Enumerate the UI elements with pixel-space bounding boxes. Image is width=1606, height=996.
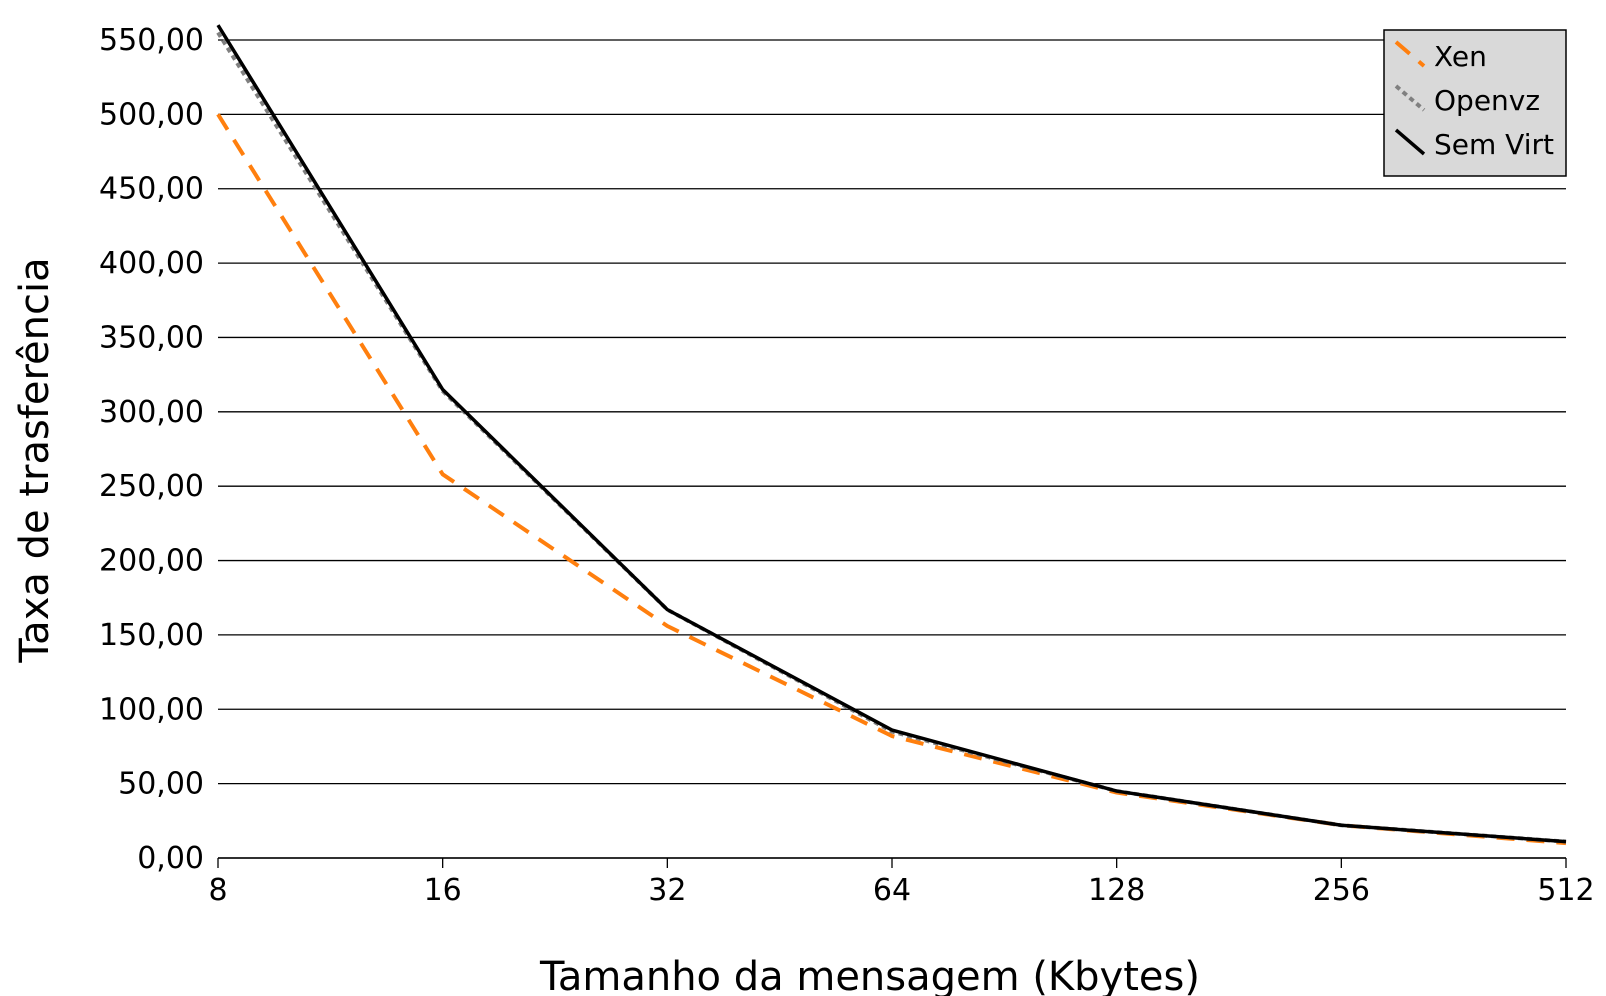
y-tick-label: 200,00 <box>99 544 204 579</box>
gridlines <box>218 39 1566 859</box>
x-tick-label: 512 <box>1537 873 1594 908</box>
x-axis-title: Tamanho da mensagem (Kbytes) <box>539 954 1200 996</box>
y-tick-label: 550,00 <box>99 23 204 58</box>
series-line-openvz <box>216 31 1567 844</box>
y-tick-label: 0,00 <box>137 841 204 876</box>
y-tick-label: 50,00 <box>118 767 204 802</box>
series-line-xen <box>216 113 1567 846</box>
y-tick-label: 300,00 <box>99 395 204 430</box>
x-tick-label: 16 <box>424 873 462 908</box>
x-tick-label: 256 <box>1313 873 1370 908</box>
x-tick-label: 128 <box>1088 873 1145 908</box>
legend-label: Xen <box>1434 40 1487 73</box>
y-axis-title: Taxa de trasferência <box>12 257 58 663</box>
series-lines <box>216 24 1567 846</box>
legend-swatch <box>1394 84 1426 112</box>
y-tick-label: 150,00 <box>99 618 204 653</box>
y-axis-ticks: 0,00 50,00 100,00 150,00 200,00 250,00 300,00 3… <box>99 23 204 876</box>
y-tick-label: 100,00 <box>99 692 204 727</box>
y-tick-label: 350,00 <box>99 320 204 355</box>
y-tick-label: 450,00 <box>99 172 204 207</box>
y-tick-label: 400,00 <box>99 246 204 281</box>
x-tick-label: 64 <box>873 873 911 908</box>
x-axis-ticks: 8 16 32 64 128 256 512 <box>208 858 1595 908</box>
legend-label: Openvz <box>1434 84 1540 117</box>
y-tick-label: 500,00 <box>99 97 204 132</box>
y-tick-label: 250,00 <box>99 469 204 504</box>
series-line-sem-virt <box>216 24 1567 844</box>
legend-swatch <box>1394 128 1426 156</box>
x-tick-label: 8 <box>208 873 227 908</box>
legend: Xen Openvz Sem Virt <box>1383 29 1567 177</box>
legend-swatch <box>1394 40 1426 68</box>
legend-box <box>1383 29 1567 177</box>
legend-label: Sem Virt <box>1434 128 1554 161</box>
x-tick-label: 32 <box>648 873 686 908</box>
